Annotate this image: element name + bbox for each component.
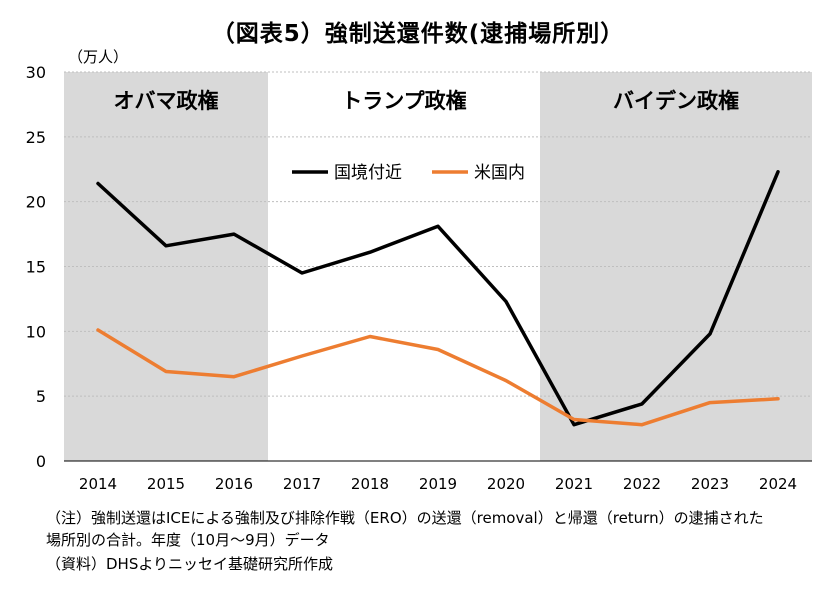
region-label-3: バイデン政権 bbox=[613, 89, 739, 113]
y-tick-label: 10 bbox=[26, 322, 46, 341]
footnote-source: （資料）DHSよりニッセイ基礎研究所作成 bbox=[46, 555, 334, 573]
series-line-2 bbox=[96, 328, 780, 427]
x-tick-label: 2017 bbox=[283, 475, 321, 493]
x-tick-label: 2020 bbox=[487, 475, 525, 493]
x-tick-label: 2023 bbox=[691, 475, 729, 493]
x-tick-label: 2014 bbox=[79, 475, 117, 493]
x-tick-label: 2022 bbox=[623, 475, 661, 493]
y-tick-label: 5 bbox=[36, 387, 46, 406]
legend-label-2: 米国内 bbox=[474, 163, 525, 183]
x-tick-label: 2016 bbox=[215, 475, 253, 493]
x-tick-label: 2018 bbox=[351, 475, 389, 493]
y-tick-label: 30 bbox=[26, 63, 46, 82]
footnote-note-cont: 場所別の合計。年度（10月～9月）データ bbox=[46, 531, 330, 549]
footnote-note: （注）強制送還はICEによる強制及び排除作戦（ERO）の送還（removal）と… bbox=[46, 509, 764, 527]
y-tick-label: 0 bbox=[36, 452, 46, 471]
y-tick-label: 15 bbox=[26, 258, 46, 277]
y-tick-label: 20 bbox=[26, 193, 46, 212]
x-tick-label: 2019 bbox=[419, 475, 457, 493]
region-label-2: トランプ政権 bbox=[341, 89, 466, 113]
y-tick-label: 25 bbox=[26, 128, 46, 147]
x-tick-label: 2024 bbox=[759, 475, 797, 493]
region-label-1: オバマ政権 bbox=[114, 89, 219, 113]
series-line-1 bbox=[96, 170, 780, 427]
x-tick-label: 2021 bbox=[555, 475, 593, 493]
x-tick-label: 2015 bbox=[147, 475, 185, 493]
y-axis-label: （万人） bbox=[68, 48, 128, 66]
legend-label-1: 国境付近 bbox=[334, 163, 402, 183]
chart-title: （図表5）強制送還件数(逮捕場所別） bbox=[211, 21, 625, 47]
